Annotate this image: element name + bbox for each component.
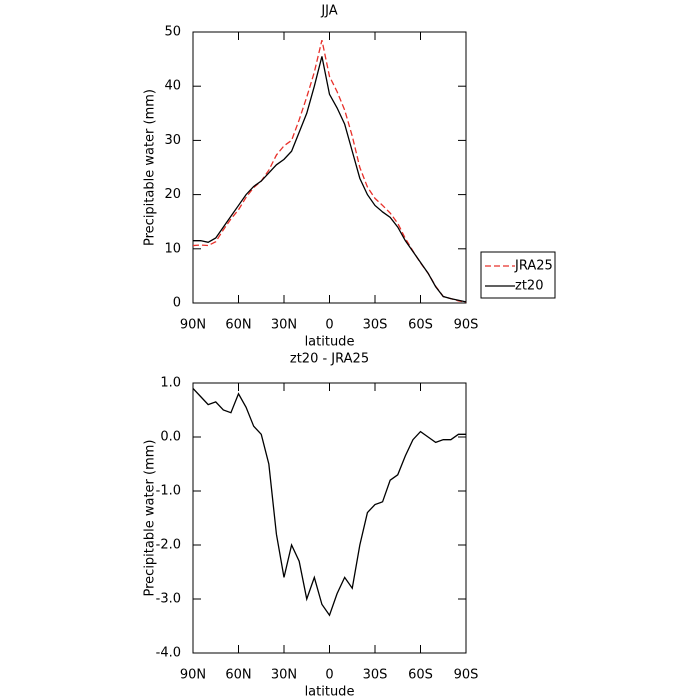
x-tick-label: 90N [180, 668, 206, 683]
y-tick-label: 20 [164, 187, 181, 202]
legend-label: zt20 [515, 279, 543, 294]
legend-label: JRA25 [514, 259, 553, 274]
y-tick-label: 1.0 [160, 376, 181, 391]
y-axis-label: Precipitable water (mm) [143, 440, 158, 597]
x-axis-label: latitude [305, 685, 355, 700]
y-tick-label: 10 [164, 241, 181, 256]
chart-title: JJA [320, 4, 337, 19]
x-tick-label: 0 [325, 318, 333, 333]
y-tick-label: -4.0 [156, 646, 181, 661]
x-tick-label: 30S [363, 318, 388, 333]
data-line [192, 39, 467, 303]
plot-frame [192, 382, 467, 654]
x-tick-label: 90N [180, 318, 206, 333]
data-line [193, 56, 467, 303]
chart-title: zt20 - JRA25 [290, 352, 369, 367]
x-tick-label: 60S [408, 318, 433, 333]
x-tick-label: 60N [225, 668, 251, 683]
plot-frame [192, 31, 467, 304]
x-tick-label: 30N [271, 668, 297, 683]
x-tick-label: 90S [454, 668, 479, 683]
x-tick-label: 60N [225, 318, 251, 333]
y-tick-label: 30 [164, 133, 181, 148]
x-tick-label: 90S [454, 318, 479, 333]
x-tick-label: 60S [408, 668, 433, 683]
y-axis-label: Precipitable water (mm) [143, 89, 158, 246]
legend-box [480, 251, 556, 299]
y-tick-label: -2.0 [156, 538, 181, 553]
y-tick-label: -1.0 [156, 484, 181, 499]
y-tick-label: 40 [164, 79, 181, 94]
data-line [192, 387, 466, 617]
x-tick-label: 30S [363, 668, 388, 683]
y-tick-label: -3.0 [156, 592, 181, 607]
x-tick-label: 0 [325, 668, 333, 683]
y-tick-label: 0 [173, 296, 181, 311]
y-tick-label: 0.0 [160, 430, 181, 445]
x-tick-label: 30N [271, 318, 297, 333]
y-tick-label: 50 [164, 25, 181, 40]
x-axis-label: latitude [305, 335, 355, 350]
